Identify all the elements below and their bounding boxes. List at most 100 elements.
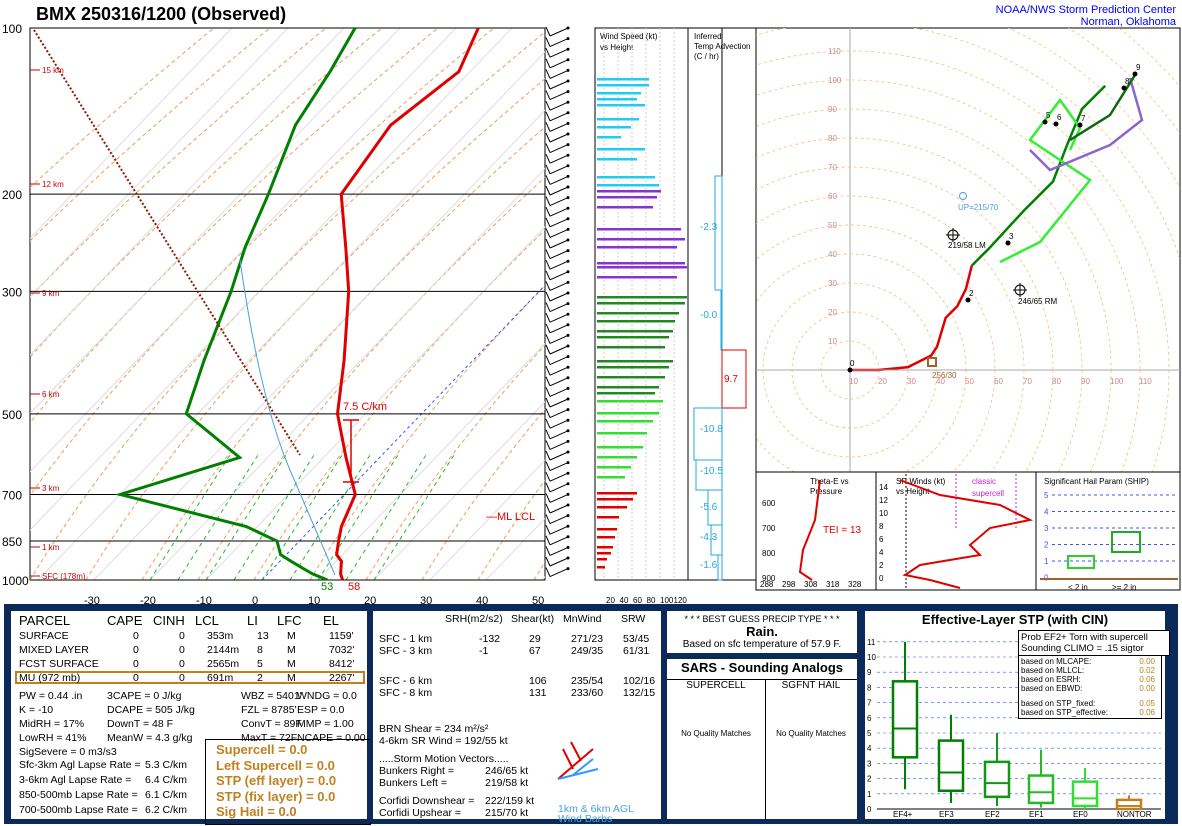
thermo-cell: MidRH = 17% — [19, 718, 85, 730]
thetae-y-label: 600 — [762, 499, 776, 508]
ship-x-lt: < 2 in — [1068, 583, 1088, 592]
wind-speed-bar — [597, 296, 687, 299]
adv-value: -4.3 — [700, 532, 718, 543]
barb-dot — [566, 323, 570, 327]
sars-hail-col: SGFNT HAIL No Quality Matches — [765, 679, 857, 820]
ship-box-lt — [1067, 555, 1095, 569]
barb-flag — [545, 90, 551, 100]
barb-dot — [566, 418, 570, 422]
hodo-dark-segment — [1069, 74, 1137, 142]
thermo-cell: WBZ = 5401' — [241, 690, 302, 702]
stp-title: Effective-Layer STP (with CIN) — [921, 612, 1109, 627]
dry-adiabat — [421, 408, 545, 580]
parcel-cell: SURFACE — [19, 630, 69, 642]
hodo-ring-label-y: 100 — [828, 76, 842, 85]
thetae-profile — [798, 479, 821, 581]
hodo-ring-label-x: 30 — [907, 377, 916, 386]
storm-motion-value: 246/65 kt — [485, 765, 529, 777]
barb-flag — [545, 47, 551, 58]
wind-speed-bar — [597, 446, 643, 449]
wind-speed-bar — [597, 552, 611, 555]
hodo-height-label: 7 — [1081, 114, 1086, 123]
barb-staff — [549, 440, 569, 450]
hodo-ring-label-x: 90 — [1081, 377, 1090, 386]
stp-box — [1027, 774, 1055, 805]
barb-dot — [566, 482, 570, 486]
isotherm — [205, 226, 545, 580]
dry-adiabat — [30, 31, 545, 580]
wind-speed-bar — [597, 376, 665, 379]
kinematic-panel: SRH(m2/s2) Shear(kt) MnWind SRW SFC - 1 km -… — [370, 608, 664, 825]
parcel-cell: M — [287, 658, 296, 670]
wind-speed-bar — [597, 476, 625, 479]
parcel-cell: 0 — [179, 630, 185, 642]
hodo-height-marker — [965, 297, 971, 303]
barb-flag — [545, 185, 551, 196]
wind-axis-label: 80 — [647, 596, 656, 605]
wind-speed-bar — [597, 566, 605, 569]
barb-dot — [566, 185, 570, 189]
barb-flag — [545, 196, 551, 206]
barb-staff — [549, 377, 569, 387]
barb-flag — [545, 26, 551, 37]
rm-label: 246/65 RM — [1018, 297, 1057, 306]
barb-staff — [549, 515, 569, 525]
stp-box — [937, 739, 965, 793]
composite-value: Sig Hail = 0.0 — [216, 804, 297, 819]
barb-dot — [566, 503, 570, 507]
wind-speed-bar — [597, 196, 657, 199]
parcel-cell: 0 — [133, 630, 139, 642]
isotherm — [30, 28, 289, 298]
moist-adiabat — [149, 454, 231, 580]
wind-speed-bar — [597, 336, 669, 339]
parcel-cell: 353m — [207, 630, 234, 642]
hodo-ring-label-y: 40 — [828, 250, 837, 259]
hodo-ring-label-y: 30 — [828, 279, 837, 288]
barb-staff — [549, 462, 569, 472]
wind-speed-bar — [597, 98, 637, 101]
hodo-height-label: 5 — [1046, 111, 1051, 120]
storm-motion-name: Bunkers Left = — [379, 777, 447, 789]
srwinds-y-label: 2 — [879, 561, 884, 570]
barb-flag — [545, 132, 551, 143]
hodo-ring-label-y: 60 — [828, 192, 837, 201]
srwinds-y-label: 0 — [879, 574, 884, 583]
thermo-cell: ConvT = 89F — [241, 718, 302, 730]
barb-dot — [566, 90, 570, 94]
stp-y-label: 2 — [867, 775, 872, 784]
precip-title: * * * BEST GUESS PRECIP TYPE * * * — [684, 614, 840, 624]
parcel-cell: 0 — [179, 658, 185, 670]
adv-value: -2.3 — [700, 222, 718, 233]
barb-flag — [545, 524, 551, 535]
page-title: BMX 250316/1200 (Observed) — [36, 4, 287, 24]
barb-dot — [566, 153, 570, 157]
pressure-label: 1000 — [2, 574, 29, 588]
barb-staff — [549, 186, 569, 196]
pressure-label: 200 — [2, 188, 22, 202]
dry-adiabat — [309, 285, 545, 580]
isotherm — [149, 167, 545, 580]
stp-y-label: 10 — [867, 653, 876, 662]
wind-speed-bar — [597, 456, 637, 459]
dry-adiabat — [365, 344, 545, 580]
parcel-header-cell: EL — [323, 613, 339, 628]
barb-dot — [566, 227, 570, 231]
hodo-height-marker — [847, 367, 853, 373]
parcel-cell: 5 — [257, 658, 263, 670]
hodo-ring-label-y: 10 — [828, 337, 837, 346]
adv-value: 9.7 — [724, 374, 738, 385]
barb-flag — [545, 334, 551, 344]
tei-label: TEI = 13 — [823, 525, 862, 536]
barb-staff — [549, 493, 569, 503]
hodo-low-level — [850, 265, 974, 372]
kinematic-cell: 67 — [529, 645, 541, 657]
isotherm — [30, 28, 345, 356]
sfc-t-label: 58 — [348, 581, 360, 593]
thermo-cell: SigSevere = 0 m3/s3 — [19, 746, 117, 758]
lapse-value: 6.1 C/km — [145, 789, 188, 801]
barb-dot — [566, 291, 570, 295]
barb-dot — [566, 545, 570, 549]
isotherm — [317, 342, 545, 580]
